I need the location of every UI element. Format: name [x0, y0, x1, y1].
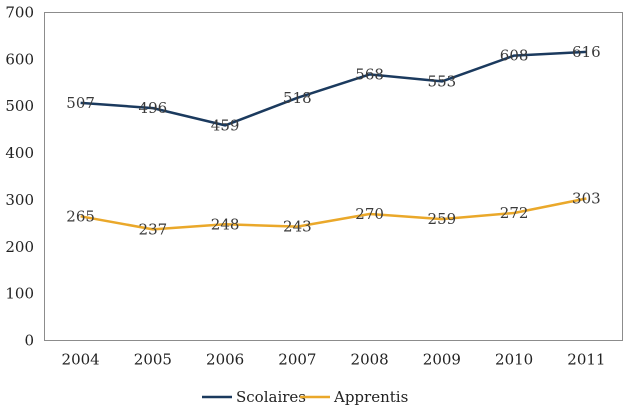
data-label: 259	[428, 210, 457, 228]
data-label: 616	[572, 43, 601, 61]
data-label: 568	[355, 65, 384, 83]
y-axis: 0 100 200 300 400 500 600 700	[5, 4, 34, 350]
data-label: 248	[211, 215, 240, 233]
y-tick-label: 200	[5, 238, 34, 256]
x-tick-label: 2006	[206, 351, 244, 369]
data-label: 272	[500, 204, 529, 222]
x-tick-label: 2008	[351, 351, 389, 369]
plot-area-frame	[45, 13, 623, 341]
legend: Scolaires Apprentis	[202, 388, 408, 406]
y-tick-label: 400	[5, 144, 34, 162]
data-label: 303	[572, 190, 601, 208]
data-label: 237	[139, 220, 168, 238]
x-tick-label: 2004	[62, 351, 100, 369]
x-tick-label: 2010	[495, 351, 533, 369]
data-label: 270	[355, 205, 384, 223]
legend-label: Scolaires	[236, 388, 306, 406]
data-label: 265	[66, 207, 95, 225]
x-axis: 2004 2005 2006 2007 2008 2009 2010 2011	[62, 351, 606, 369]
y-tick-label: 500	[5, 97, 34, 115]
data-label: 496	[139, 99, 168, 117]
x-tick-label: 2007	[278, 351, 316, 369]
data-label: 243	[283, 218, 312, 236]
y-tick-label: 0	[24, 332, 34, 350]
data-label: 518	[283, 89, 312, 107]
data-label: 608	[500, 47, 529, 65]
legend-label: Apprentis	[333, 388, 408, 406]
y-tick-label: 300	[5, 191, 34, 209]
y-tick-label: 100	[5, 285, 34, 303]
x-tick-label: 2011	[567, 351, 605, 369]
series-layer: 507 496 459 518 568 553 608 616 265 237 248 243 270 2…	[66, 43, 600, 239]
x-tick-label: 2005	[134, 351, 172, 369]
data-label: 553	[428, 72, 457, 90]
x-tick-label: 2009	[423, 351, 461, 369]
y-tick-label: 600	[5, 50, 34, 68]
y-tick-label: 700	[5, 4, 34, 22]
data-label: 507	[66, 94, 95, 112]
data-label: 459	[211, 116, 240, 134]
